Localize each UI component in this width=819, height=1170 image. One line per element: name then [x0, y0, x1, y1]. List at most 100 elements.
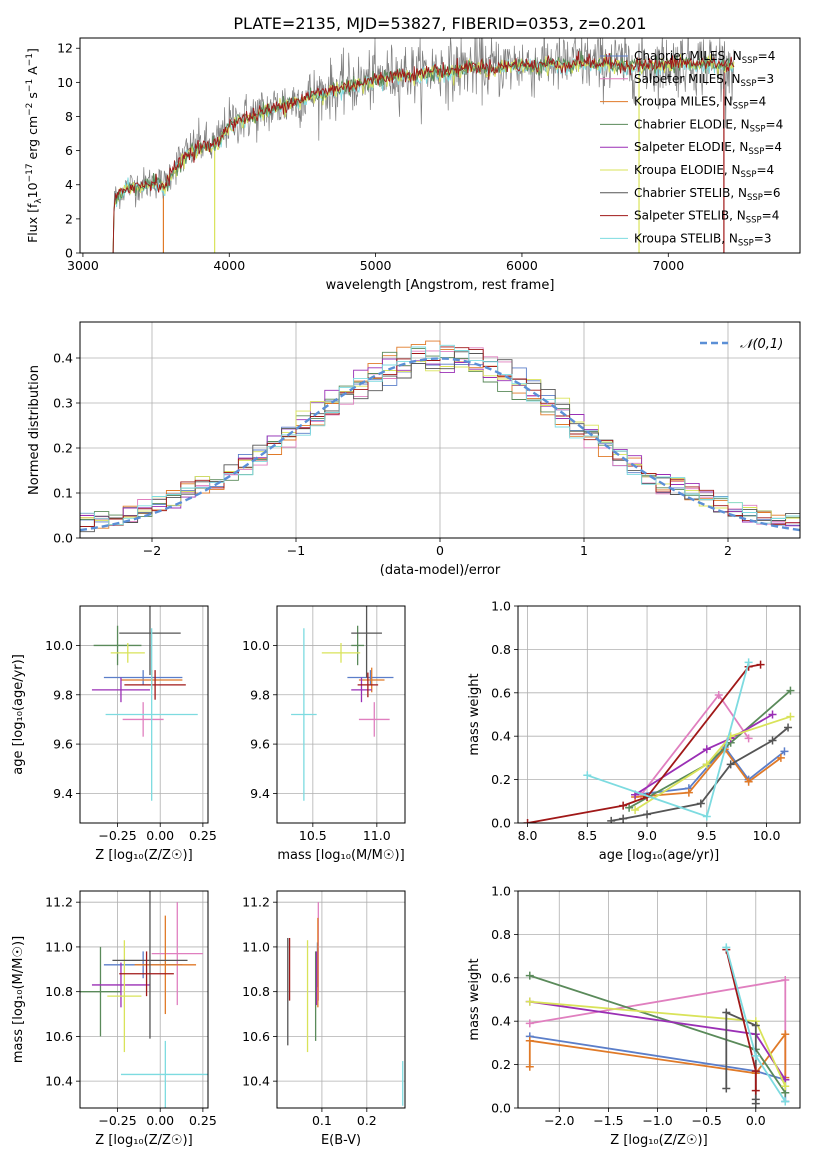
errorbar-point [351, 625, 365, 666]
legend-entry: Chabrier STELIB, NSSP=6 [634, 186, 781, 203]
mass-vs-ebv-plot-area [287, 902, 404, 1106]
y-tick-label: 0.1 [53, 486, 73, 501]
weight-marker [744, 658, 753, 667]
residuals-plot-area [80, 340, 800, 533]
x-tick-label: 7000 [652, 258, 684, 273]
errorbar-point [93, 625, 142, 666]
x-tick-label: 10.0 [753, 828, 781, 843]
errorbar-point [347, 670, 394, 685]
weight-marker [781, 975, 790, 984]
y-tick-label: 11.2 [242, 895, 270, 910]
y-tick-label: 4 [65, 177, 73, 192]
legend-name: Kroupa MILES, N [634, 95, 733, 109]
y-tick-label: 11.0 [45, 939, 73, 954]
weight-vs-Z-plot-area [525, 943, 790, 1108]
y-label-part: erg cm [25, 116, 40, 164]
x-tick-label: 0.00 [146, 1113, 174, 1128]
weight-marker [744, 734, 753, 743]
histogram-series [80, 344, 800, 525]
legend-val: =4 [762, 209, 780, 223]
weight-marker [784, 723, 793, 732]
legend-sub: SSP [742, 56, 758, 66]
errorbar-point [351, 677, 372, 703]
weight-series [583, 658, 753, 821]
x-tick-label: 4000 [213, 258, 245, 273]
weight-marker [786, 712, 795, 721]
legend-name: Kroupa ELODIE, N [634, 163, 741, 177]
weight-marker [523, 819, 532, 823]
x-tick-label: 6000 [506, 258, 538, 273]
axes-frame [517, 890, 801, 1109]
errorbar-point [119, 951, 174, 997]
age-vs-z-panel: −0.25 0.00 0.25 9.4 9.6 9.8 10.0 Z [log₁₀(Z/Z☉)… [11, 605, 217, 863]
weight-marker [525, 1019, 534, 1028]
x-tick-label: 0.0 [746, 1113, 766, 1128]
errorbar-point [291, 628, 317, 801]
weight-marker [751, 1051, 760, 1060]
x-tick-label: 9.0 [637, 828, 657, 843]
x-tick-label: −1 [287, 543, 305, 558]
y-tick-label: 0.6 [491, 970, 511, 985]
weight-marker [722, 1084, 731, 1093]
x-tick-label: 0.2 [357, 1113, 377, 1128]
errorbar-point [112, 891, 188, 1039]
weight-marker [768, 736, 777, 745]
y-tick-label: 10.8 [242, 984, 270, 999]
age-vs-Z-plot-area [91, 606, 198, 801]
legend-sub: SSP [750, 124, 766, 134]
legend-name: Chabrier ELODIE, N [634, 117, 750, 131]
normal-curve [80, 357, 800, 532]
figure-title: PLATE=2135, MJD=53827, FIBERID=0353, z=0… [233, 14, 646, 33]
y-tick-label: 11.2 [45, 895, 73, 910]
y-tick-label: 0.4 [491, 729, 511, 744]
weight-marker [702, 760, 711, 769]
weight-marker [781, 1082, 790, 1091]
residuals-panel: −2 −1 0 1 2 0.0 0.1 0.2 0.3 0.4 (data-model)/error… [27, 321, 801, 578]
legend-val: =6 [763, 186, 781, 200]
weight-marker [714, 690, 723, 699]
axes-frame [79, 37, 801, 254]
y-tick-label: 10.4 [45, 1074, 73, 1089]
errorbar-point [80, 946, 121, 1037]
legend-entry: Kroupa STELIB, NSSP=3 [634, 231, 772, 248]
weight-marker [756, 660, 765, 669]
weight-line [628, 689, 791, 809]
y-tick-label: 10.0 [242, 638, 270, 653]
errorbar-point [119, 606, 181, 676]
x-axis-label: Z [log₁₀(Z/Z☉)] [95, 1133, 192, 1148]
errorbar-point [91, 677, 150, 703]
weight-marker [625, 803, 634, 812]
spectrum-panel: 3000 4000 5000 6000 7000 0 2 4 6 8 10 12 wavelength … [25, 37, 801, 293]
weight-marker [768, 710, 777, 719]
y-tick-label: 1.0 [491, 599, 511, 614]
y-tick-label: 10.6 [45, 1029, 73, 1044]
y-tick-label: 0.0 [491, 816, 511, 831]
y-tick-label: 0.2 [491, 772, 511, 787]
weight-marker [722, 1008, 731, 1017]
y-tick-label: 0.8 [491, 642, 511, 657]
y-label-part: A [25, 66, 40, 79]
errorbar-point [321, 642, 361, 663]
weight-series [722, 1008, 760, 1108]
x-tick-label: −2 [143, 543, 161, 558]
weight-marker [744, 777, 753, 786]
weight-marker [722, 943, 731, 952]
legend-sub: SSP [747, 193, 763, 203]
legend-val: =4 [749, 95, 767, 109]
errorbar-point [122, 702, 164, 737]
errorbar-point [105, 628, 198, 801]
weight-marker [525, 971, 534, 980]
legend-sub: SSP [738, 238, 754, 248]
x-axis-label: age [log₁₀(age/yr)] [599, 848, 720, 863]
weight-line [611, 726, 789, 822]
y-tick-label: 0.4 [491, 1014, 511, 1029]
y-label-part: −1 [25, 79, 35, 92]
weight-marker [643, 810, 652, 819]
x-tick-label: −0.25 [98, 1113, 136, 1128]
weight-marker [525, 1036, 534, 1045]
weight-marker [607, 816, 616, 823]
x-tick-label: −2.0 [544, 1113, 574, 1128]
weight-marker [619, 814, 628, 823]
errorbar-point [351, 606, 382, 678]
legend-entry: Chabrier MILES, NSSP=4 [634, 49, 775, 66]
